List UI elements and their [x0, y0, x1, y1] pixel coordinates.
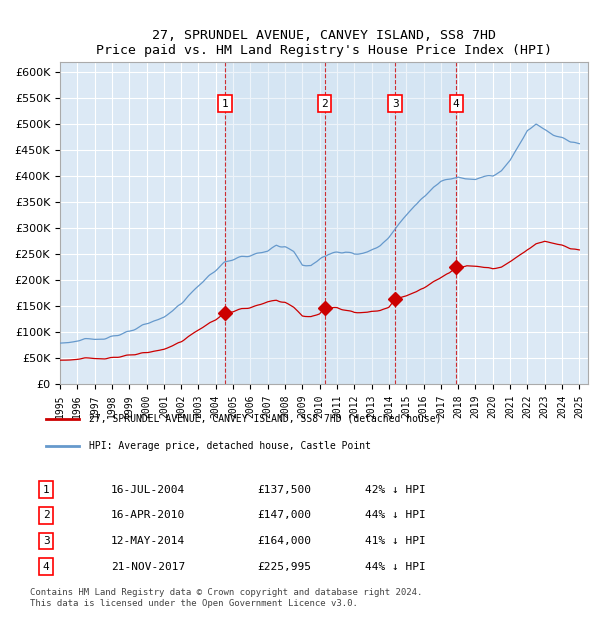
Text: £225,995: £225,995 [257, 562, 311, 572]
Title: 27, SPRUNDEL AVENUE, CANVEY ISLAND, SS8 7HD
Price paid vs. HM Land Registry's Ho: 27, SPRUNDEL AVENUE, CANVEY ISLAND, SS8 … [96, 29, 552, 56]
Text: 44% ↓ HPI: 44% ↓ HPI [365, 562, 425, 572]
Text: £164,000: £164,000 [257, 536, 311, 546]
Text: 12-MAY-2014: 12-MAY-2014 [111, 536, 185, 546]
Text: 4: 4 [453, 99, 460, 108]
Text: 16-APR-2010: 16-APR-2010 [111, 510, 185, 520]
Text: 1: 1 [222, 99, 229, 108]
Text: 3: 3 [43, 536, 50, 546]
Text: 1: 1 [43, 485, 50, 495]
Text: 21-NOV-2017: 21-NOV-2017 [111, 562, 185, 572]
Text: Contains HM Land Registry data © Crown copyright and database right 2024.
This d: Contains HM Land Registry data © Crown c… [30, 588, 422, 608]
Text: 2: 2 [322, 99, 328, 108]
Text: £147,000: £147,000 [257, 510, 311, 520]
Bar [225, 62, 456, 384]
Text: 16-JUL-2004: 16-JUL-2004 [111, 485, 185, 495]
Text: 27, SPRUNDEL AVENUE, CANVEY ISLAND, SS8 7HD (detached house): 27, SPRUNDEL AVENUE, CANVEY ISLAND, SS8 … [89, 414, 442, 423]
Text: HPI: Average price, detached house, Castle Point: HPI: Average price, detached house, Cast… [89, 441, 371, 451]
Text: 44% ↓ HPI: 44% ↓ HPI [365, 510, 425, 520]
Text: 3: 3 [392, 99, 398, 108]
Text: 41% ↓ HPI: 41% ↓ HPI [365, 536, 425, 546]
Text: 2: 2 [43, 510, 50, 520]
Text: 4: 4 [43, 562, 50, 572]
Text: 42% ↓ HPI: 42% ↓ HPI [365, 485, 425, 495]
Text: £137,500: £137,500 [257, 485, 311, 495]
